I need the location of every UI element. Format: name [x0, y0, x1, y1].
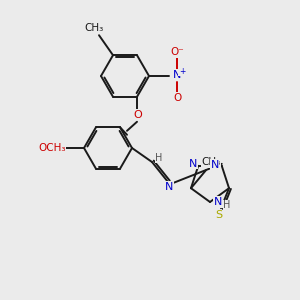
Text: N: N: [211, 160, 219, 170]
Text: CH₃: CH₃: [84, 23, 104, 33]
Text: CH₃: CH₃: [201, 157, 220, 167]
Text: OCH₃: OCH₃: [38, 143, 66, 153]
Text: N: N: [165, 182, 173, 192]
Text: H: H: [155, 153, 163, 163]
Text: N: N: [189, 159, 197, 169]
Text: H: H: [223, 200, 231, 210]
Text: O: O: [134, 110, 142, 120]
Text: N: N: [173, 70, 181, 80]
Text: S: S: [215, 210, 223, 220]
Text: O: O: [173, 93, 181, 103]
Text: N: N: [214, 197, 222, 207]
Text: O⁻: O⁻: [170, 47, 184, 57]
Text: +: +: [179, 67, 185, 76]
